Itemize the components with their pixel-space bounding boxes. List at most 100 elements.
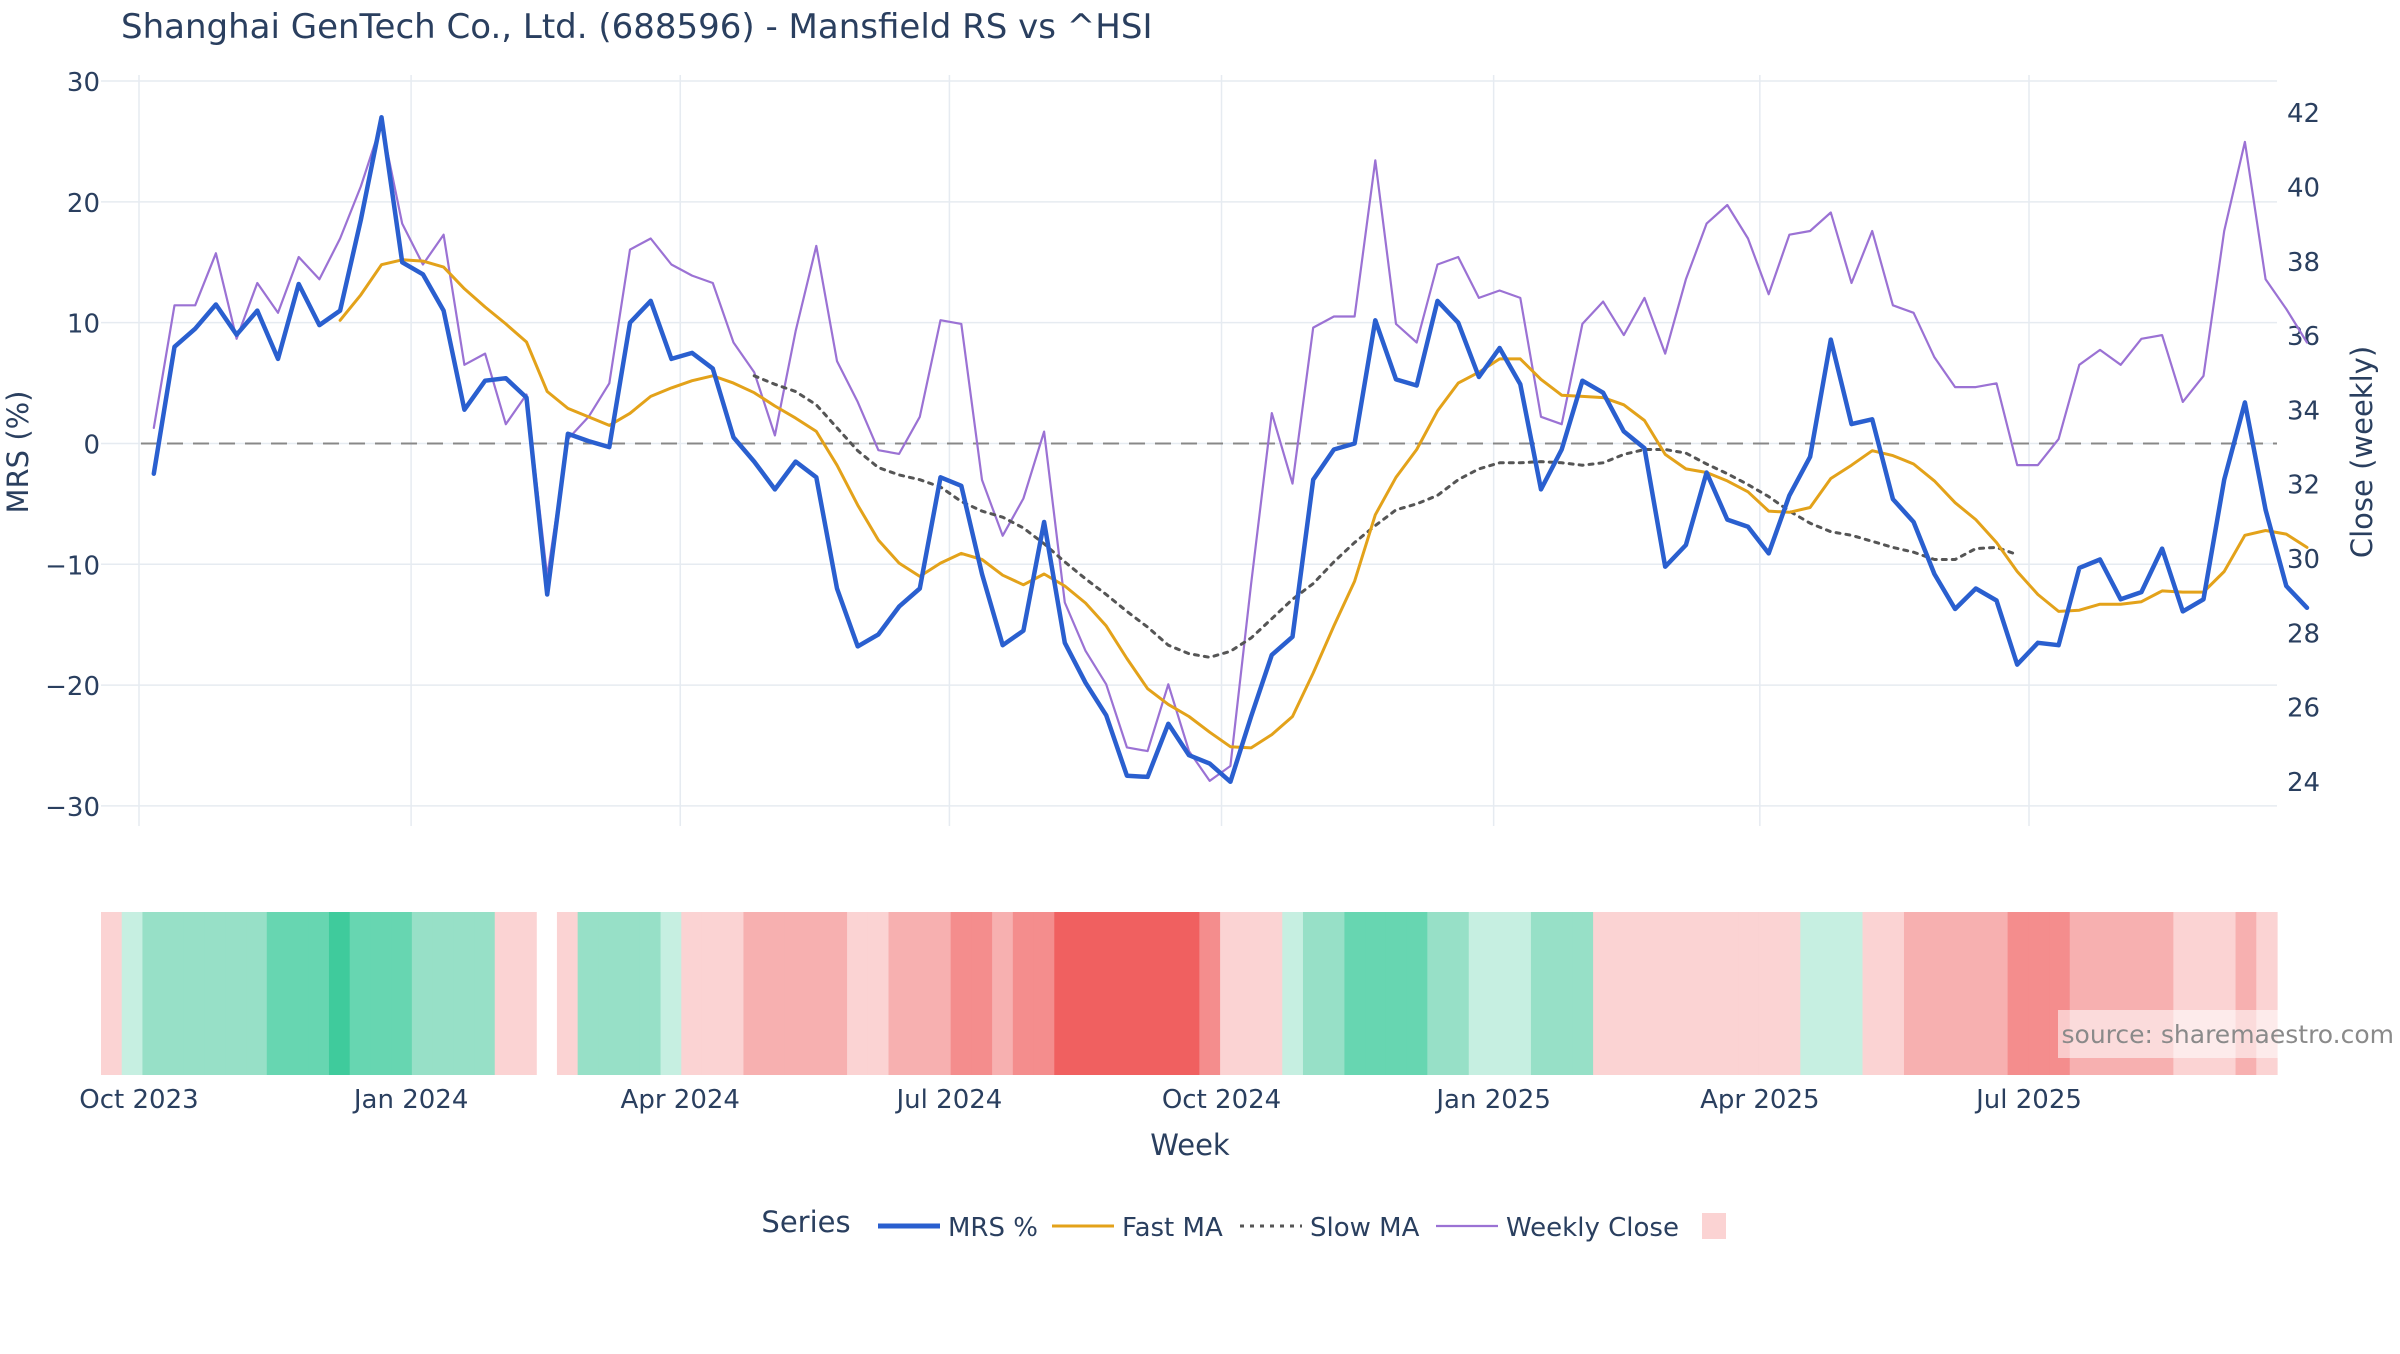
legend-title: Series: [761, 1205, 850, 1239]
regime-cell: [1137, 912, 1159, 1075]
regime-cell: [1095, 912, 1118, 1075]
regime-cell: [1634, 912, 1656, 1075]
regime-cell: [183, 912, 206, 1075]
regime-cell: [453, 912, 475, 1075]
x-tick-label: Apr 2024: [621, 1085, 740, 1115]
regime-cell: [1365, 912, 1387, 1075]
regime-cell: [1282, 912, 1304, 1075]
series-line-mrs: [151, 115, 2310, 785]
regime-cell: [121, 912, 144, 1075]
regime-cell: [826, 912, 848, 1075]
regime-cell: [2007, 912, 2029, 1075]
regime-cell: [1903, 912, 1926, 1075]
regime-cell: [1676, 912, 1698, 1075]
regime-cell: [1448, 912, 1470, 1075]
x-tick-label: Jul 2024: [895, 1085, 1003, 1115]
regime-cell: [1033, 912, 1055, 1075]
regime-cell: [1945, 912, 1967, 1075]
regime-cell: [1489, 912, 1511, 1075]
left-tick-label: −20: [45, 672, 100, 702]
regime-cell: [701, 912, 724, 1075]
source-label-background: [2058, 1010, 2400, 1058]
regime-cell: [1116, 912, 1138, 1075]
left-axis-ticks: 30 20 10 0 −10 −20 −30: [45, 68, 100, 823]
regime-cell: [1966, 912, 1988, 1075]
regime-cell: [225, 912, 247, 1075]
regime-cell: [1862, 912, 1884, 1075]
regime-cell: [494, 912, 517, 1075]
regime-cell: [1406, 912, 1428, 1075]
regime-cell: [1220, 912, 1242, 1075]
regime-cell: [639, 912, 662, 1075]
regime-cell: [784, 912, 807, 1075]
series-line-weekly-close: [152, 122, 2309, 783]
regime-cell: [1178, 912, 1200, 1075]
regime-cell: [1821, 912, 1843, 1075]
regime-cell: [1054, 912, 1076, 1075]
regime-cell: [204, 912, 226, 1075]
right-tick-label: 32: [2287, 471, 2320, 501]
regime-cell: [1261, 912, 1283, 1075]
regime-cell: [598, 912, 620, 1075]
regime-cell: [246, 912, 268, 1075]
series-line-slow-ma: [752, 374, 2019, 659]
regime-cell: [1758, 912, 1781, 1075]
legend-label: Fast MA: [1122, 1213, 1223, 1243]
regime-cell: [328, 912, 351, 1075]
x-tick-label: Jan 2025: [1434, 1085, 1551, 1115]
legend-swatch-regime: [1702, 1213, 1726, 1239]
regime-cell: [888, 912, 910, 1075]
left-tick-label: 20: [67, 189, 100, 219]
regime-cell: [349, 912, 372, 1075]
regime-cell: [1655, 912, 1677, 1075]
regime-cell: [1157, 912, 1180, 1075]
regime-cell: [1800, 912, 1822, 1075]
regime-cell: [722, 912, 745, 1075]
right-tick-label: 42: [2287, 99, 2320, 129]
right-tick-label: 40: [2287, 173, 2320, 203]
regime-cell: [1302, 912, 1325, 1075]
left-tick-label: 0: [83, 430, 100, 460]
x-axis-label: Week: [1150, 1128, 1230, 1162]
x-tick-label: Jul 2025: [1974, 1085, 2082, 1115]
regime-cell: [1924, 912, 1947, 1075]
regime-cell: [308, 912, 330, 1075]
regime-cell: [1510, 912, 1532, 1075]
regime-cell: [1593, 912, 1615, 1075]
legend-items: MRS % Fast MA Slow MA Weekly Close: [878, 1213, 1726, 1243]
regime-cell: [867, 912, 890, 1075]
left-tick-label: 30: [67, 68, 100, 98]
regime-cell: [1199, 912, 1221, 1075]
regime-cell: [266, 912, 289, 1075]
right-tick-label: 24: [2287, 768, 2320, 798]
regime-cell: [101, 912, 123, 1075]
grid-layer: [101, 75, 2277, 826]
regime-cell: [1551, 912, 1573, 1075]
regime-cell: [474, 912, 496, 1075]
regime-cell: [929, 912, 952, 1075]
regime-cell: [515, 912, 537, 1075]
regime-cell: [411, 912, 434, 1075]
x-tick-label: Apr 2025: [1700, 1085, 1819, 1115]
regime-cell: [1012, 912, 1035, 1075]
regime-cell: [1385, 912, 1408, 1075]
regime-cell: [556, 912, 579, 1075]
regime-cell: [1572, 912, 1594, 1075]
regime-cell: [391, 912, 413, 1075]
regime-cell: [1344, 912, 1366, 1075]
x-tick-label: Oct 2023: [79, 1085, 198, 1115]
left-tick-label: −30: [45, 793, 100, 823]
x-tick-label: Oct 2024: [1162, 1085, 1281, 1115]
regime-cell: [1779, 912, 1801, 1075]
right-tick-label: 26: [2287, 694, 2320, 724]
right-axis-label: Close (weekly): [2345, 346, 2379, 558]
regime-cell: [432, 912, 454, 1075]
regime-cell: [1323, 912, 1346, 1075]
regime-cell: [1986, 912, 2009, 1075]
legend-label: Weekly Close: [1506, 1213, 1679, 1243]
regime-cell: [1240, 912, 1263, 1075]
regime-cell: [1530, 912, 1553, 1075]
legend-label: MRS %: [948, 1213, 1038, 1243]
